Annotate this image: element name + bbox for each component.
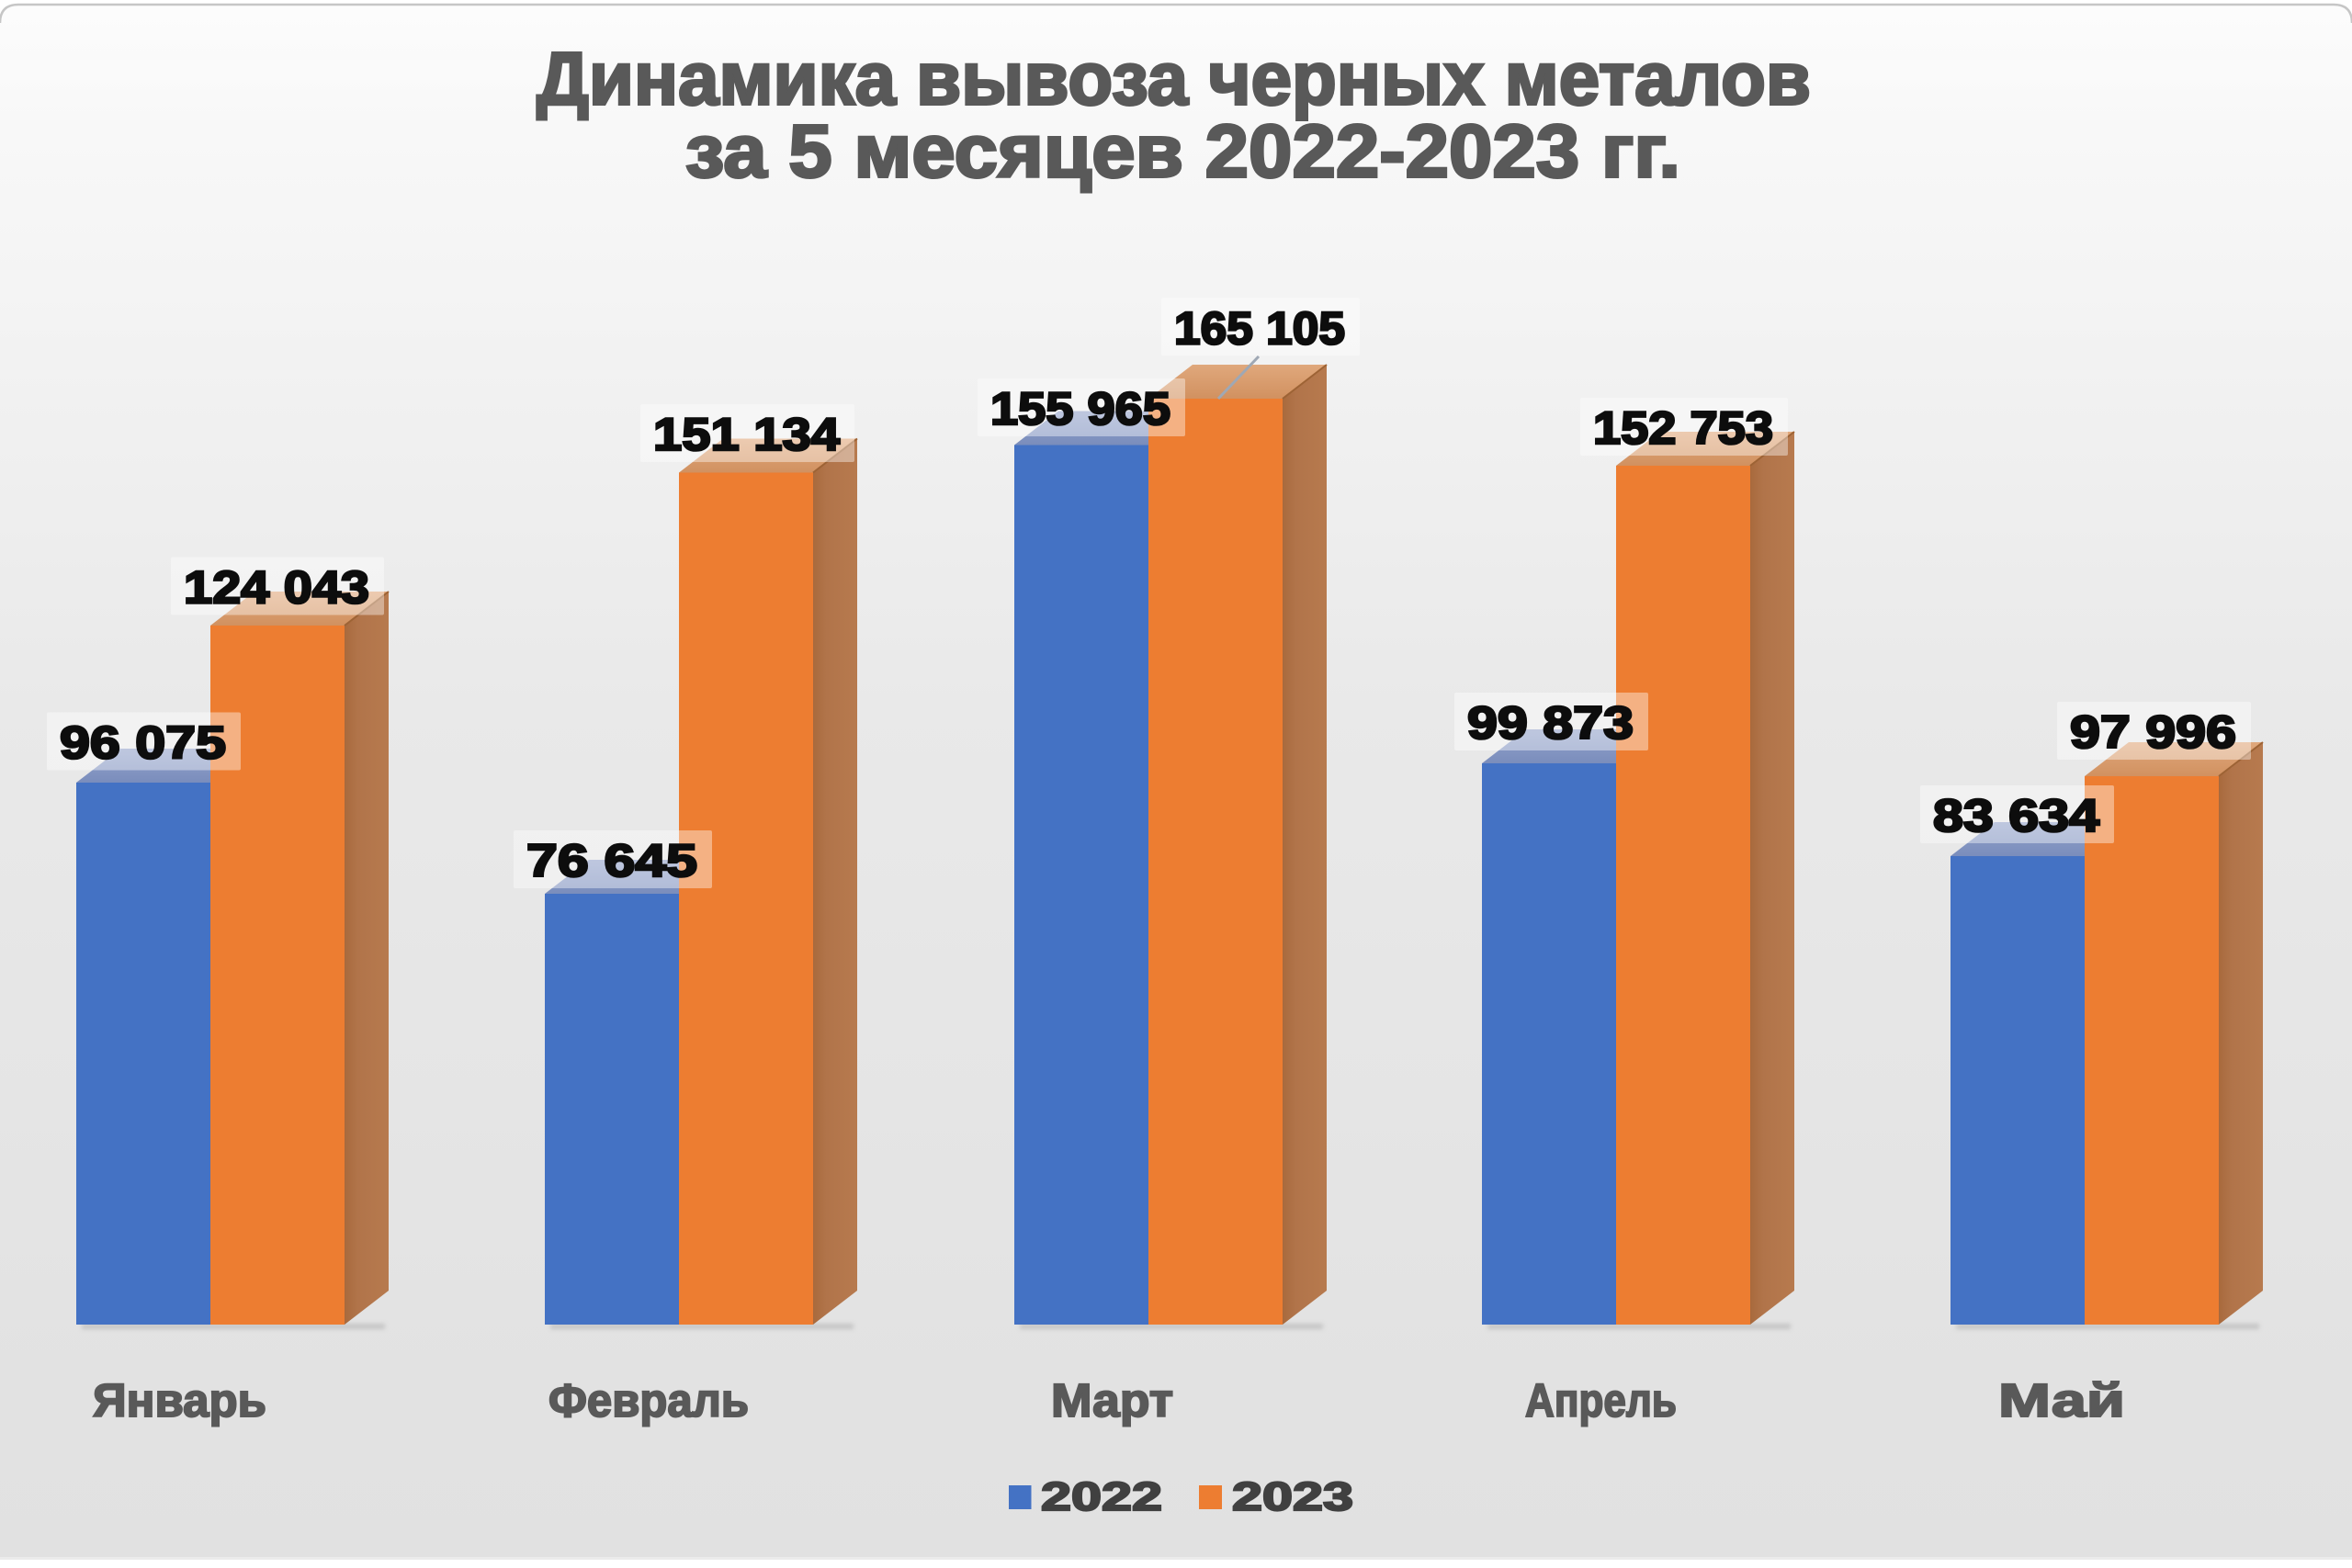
svg-text:Январь: Январь bbox=[93, 1374, 266, 1427]
svg-text:96 075: 96 075 bbox=[60, 716, 226, 769]
svg-text:Май: Май bbox=[1998, 1374, 2125, 1427]
svg-text:Динамика вывоза черных металов: Динамика вывоза черных металов bbox=[537, 38, 1811, 121]
svg-text:152 753: 152 753 bbox=[1593, 401, 1773, 454]
svg-text:155 965: 155 965 bbox=[990, 382, 1170, 434]
svg-text:99 873: 99 873 bbox=[1467, 696, 1634, 749]
svg-text:Март: Март bbox=[1051, 1374, 1173, 1427]
svg-text:83 634: 83 634 bbox=[1933, 789, 2099, 841]
svg-text:151 134: 151 134 bbox=[653, 408, 840, 460]
svg-text:97 996: 97 996 bbox=[2070, 705, 2236, 758]
svg-text:2023: 2023 bbox=[1232, 1474, 1353, 1519]
svg-text:165 105: 165 105 bbox=[1174, 301, 1345, 354]
svg-text:124 043: 124 043 bbox=[184, 561, 369, 614]
svg-text:Февраль: Февраль bbox=[548, 1374, 749, 1427]
svg-text:76 645: 76 645 bbox=[526, 834, 697, 886]
svg-text:Апрель: Апрель bbox=[1525, 1374, 1677, 1427]
svg-text:2022: 2022 bbox=[1041, 1474, 1162, 1519]
svg-text:за 5 месяцев 2022-2023 гг.: за 5 месяцев 2022-2023 гг. bbox=[685, 110, 1680, 194]
